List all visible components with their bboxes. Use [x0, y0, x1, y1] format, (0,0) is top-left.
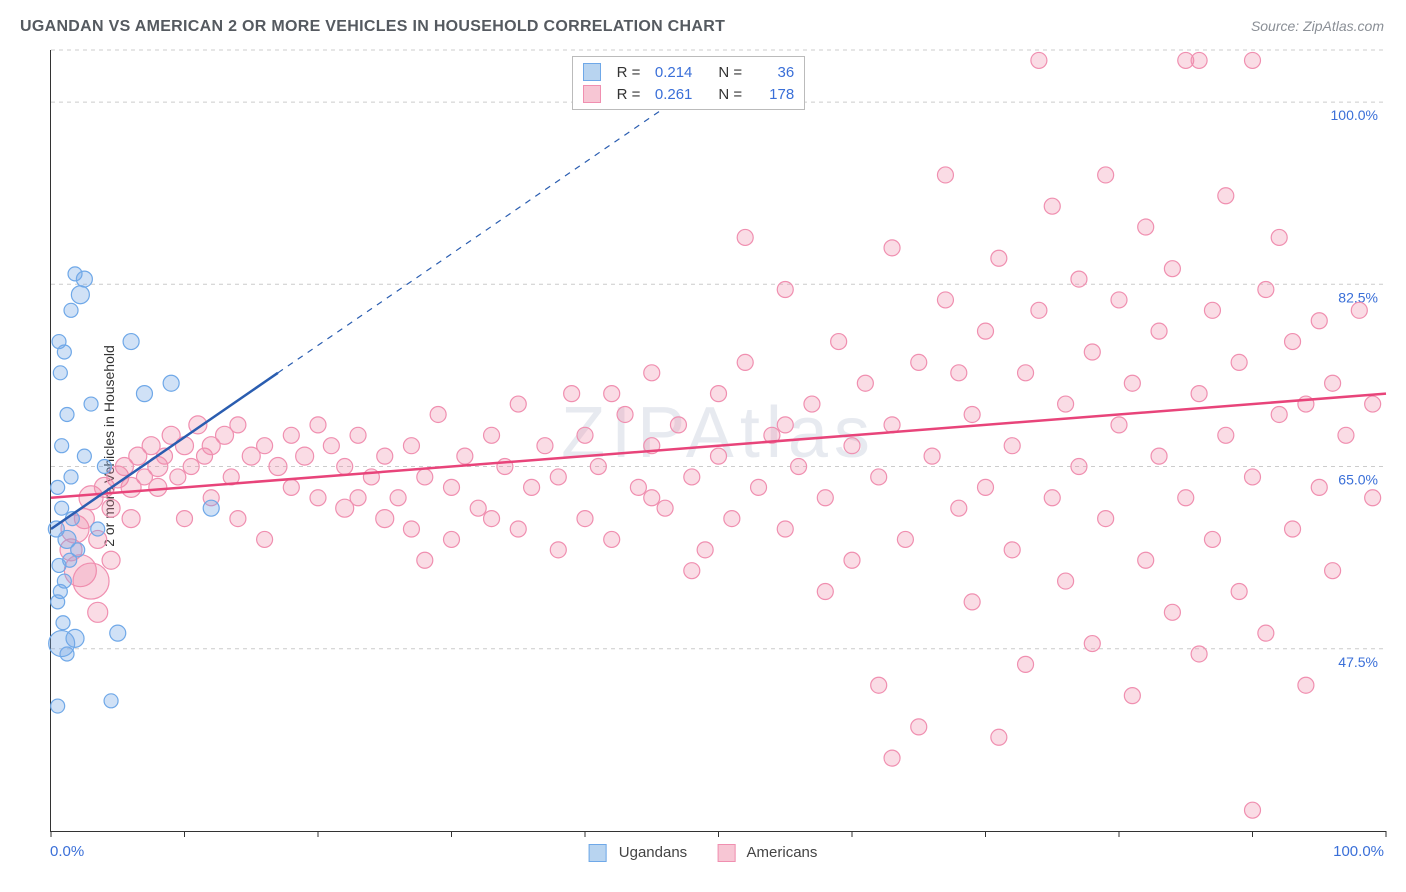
- chart-source: Source: ZipAtlas.com: [1251, 18, 1384, 34]
- r-value-americans: 0.261: [648, 86, 692, 103]
- r-value-ugandans: 0.214: [648, 64, 692, 81]
- svg-text:65.0%: 65.0%: [1338, 472, 1378, 488]
- n-label: N =: [718, 86, 742, 103]
- stat-row-americans: R = 0.261 N = 178: [583, 83, 795, 105]
- legend-label-americans: Americans: [747, 844, 818, 861]
- x-axis-max-label: 100.0%: [1333, 843, 1384, 860]
- swatch-americans-icon: [583, 85, 601, 103]
- r-label: R =: [617, 64, 641, 81]
- n-value-ugandans: 36: [750, 64, 794, 81]
- svg-text:47.5%: 47.5%: [1338, 654, 1378, 670]
- stats-legend-box: R = 0.214 N = 36 R = 0.261 N = 178: [572, 56, 806, 110]
- n-value-americans: 178: [750, 86, 794, 103]
- chart-container: UGANDAN VS AMERICAN 2 OR MORE VEHICLES I…: [0, 0, 1406, 892]
- plot-area: ZIPAtlas R = 0.214 N = 36 R = 0.261 N = …: [50, 50, 1386, 832]
- legend-item-ugandans: Ugandans: [589, 844, 688, 862]
- r-label: R =: [617, 86, 641, 103]
- swatch-americans-icon: [717, 844, 735, 862]
- scatter-plot-svg: 47.5%65.0%82.5%100.0%: [51, 50, 1386, 831]
- bottom-legend: Ugandans Americans: [589, 844, 818, 862]
- legend-item-americans: Americans: [717, 844, 817, 862]
- swatch-ugandans-icon: [589, 844, 607, 862]
- n-label: N =: [718, 64, 742, 81]
- stat-row-ugandans: R = 0.214 N = 36: [583, 61, 795, 83]
- swatch-ugandans-icon: [583, 63, 601, 81]
- chart-title: UGANDAN VS AMERICAN 2 OR MORE VEHICLES I…: [20, 18, 725, 36]
- legend-label-ugandans: Ugandans: [619, 844, 687, 861]
- svg-text:100.0%: 100.0%: [1331, 107, 1378, 123]
- x-axis-min-label: 0.0%: [50, 843, 84, 860]
